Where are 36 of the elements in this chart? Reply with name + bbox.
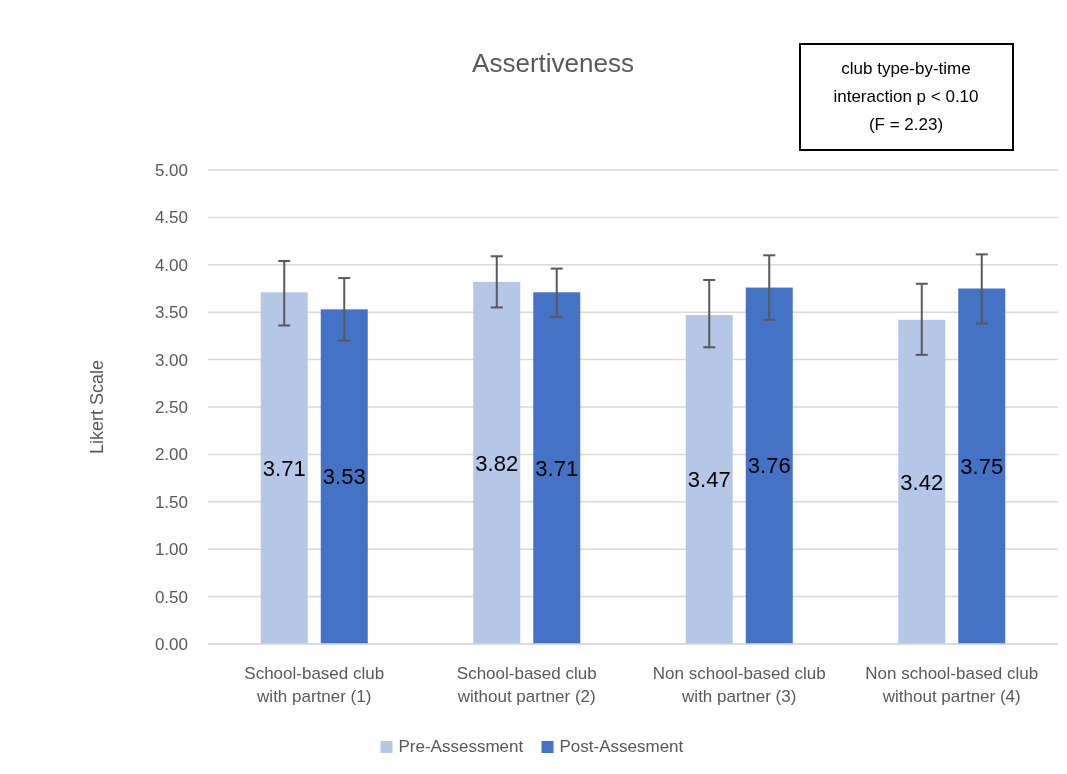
y-tick-label: 4.50 (154, 208, 188, 228)
y-tick-label: 3.00 (154, 350, 188, 370)
data-label: 3.47 (687, 467, 731, 493)
data-label: 3.42 (900, 469, 944, 495)
y-tick-label: 2.00 (154, 445, 188, 465)
x-tick-label: Non school-based club with partner (3) (652, 664, 826, 706)
legend-label: Pre-Assessment (398, 737, 524, 756)
y-tick-label: 1.50 (154, 492, 188, 512)
x-tick-label: School-based club without partner (2) (456, 664, 597, 706)
y-tick-label: 1.00 (154, 540, 188, 560)
bar (473, 281, 521, 644)
text: club type-by-time interaction p < 0.10 (F = 2.23) (833, 59, 979, 134)
data-label: 3.71 (262, 455, 306, 481)
y-tick-label: 3.50 (154, 303, 188, 323)
x-tick-label: School-based club with partner (1) (244, 664, 385, 706)
y-axis-title: Likert Scale (87, 359, 107, 455)
y-tick-label: 2.50 (154, 397, 188, 417)
data-label: 3.71 (535, 455, 579, 481)
bar (898, 319, 946, 644)
bar (685, 315, 733, 644)
bar (958, 288, 1006, 644)
data-label: 3.53 (322, 464, 366, 490)
y-tick-label: 5.00 (154, 160, 188, 180)
y-tick-label: 0.50 (154, 587, 188, 607)
chart-title: Assertiveness (472, 48, 634, 78)
data-label: 3.75 (960, 453, 1004, 479)
legend-label: Post-Assesment (559, 737, 684, 756)
y-tick-label: 4.00 (154, 255, 188, 275)
bar (745, 287, 793, 644)
bar (320, 309, 368, 644)
x-tick-label: Non school-based club without partner (4) (865, 664, 1039, 706)
data-label: 3.76 (747, 453, 791, 479)
y-tick-label: 0.00 (154, 634, 188, 654)
bar (260, 292, 308, 644)
data-label: 3.82 (475, 450, 519, 476)
bar (533, 292, 581, 644)
